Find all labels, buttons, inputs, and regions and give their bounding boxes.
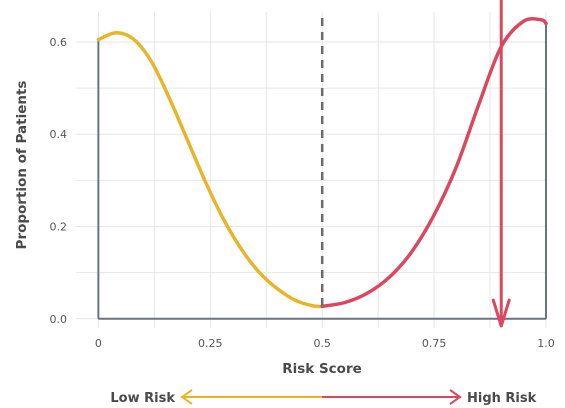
y-tick-label: 0.4 xyxy=(50,128,68,141)
y-tick-labels: 0.0 0.2 0.4 0.6 xyxy=(50,36,68,326)
y-axis-title: Proportion of Patients xyxy=(14,81,30,250)
risk-scale-legend: Low Risk High Risk xyxy=(110,389,537,406)
marker-arrowhead xyxy=(491,298,511,328)
x-tick-label: 0.75 xyxy=(422,337,447,350)
low-risk-arrowhead xyxy=(180,389,193,405)
distribution-outline xyxy=(97,23,547,320)
y-tick-label: 0.6 xyxy=(50,36,68,49)
x-tick-label: 0.5 xyxy=(313,337,331,350)
marker-arrow-layer xyxy=(491,0,511,328)
x-axis-title: Risk Score xyxy=(282,361,362,377)
series-line-2 xyxy=(320,16,548,309)
series-line-1 xyxy=(96,31,324,309)
x-tick-label: 1.0 xyxy=(537,337,555,350)
high-risk-arrowhead xyxy=(449,389,462,405)
y-tick-label: 0.2 xyxy=(50,221,68,234)
x-tick-label: 0.25 xyxy=(198,337,223,350)
series-layer xyxy=(96,16,548,309)
x-tick-label: 0 xyxy=(95,337,102,350)
y-tick-label: 0.0 xyxy=(50,313,68,326)
grid-lines xyxy=(76,12,547,328)
x-tick-labels: 0 0.25 0.5 0.75 1.0 xyxy=(95,337,555,350)
high-risk-label: High Risk xyxy=(467,391,537,406)
low-risk-label: Low Risk xyxy=(110,391,175,406)
